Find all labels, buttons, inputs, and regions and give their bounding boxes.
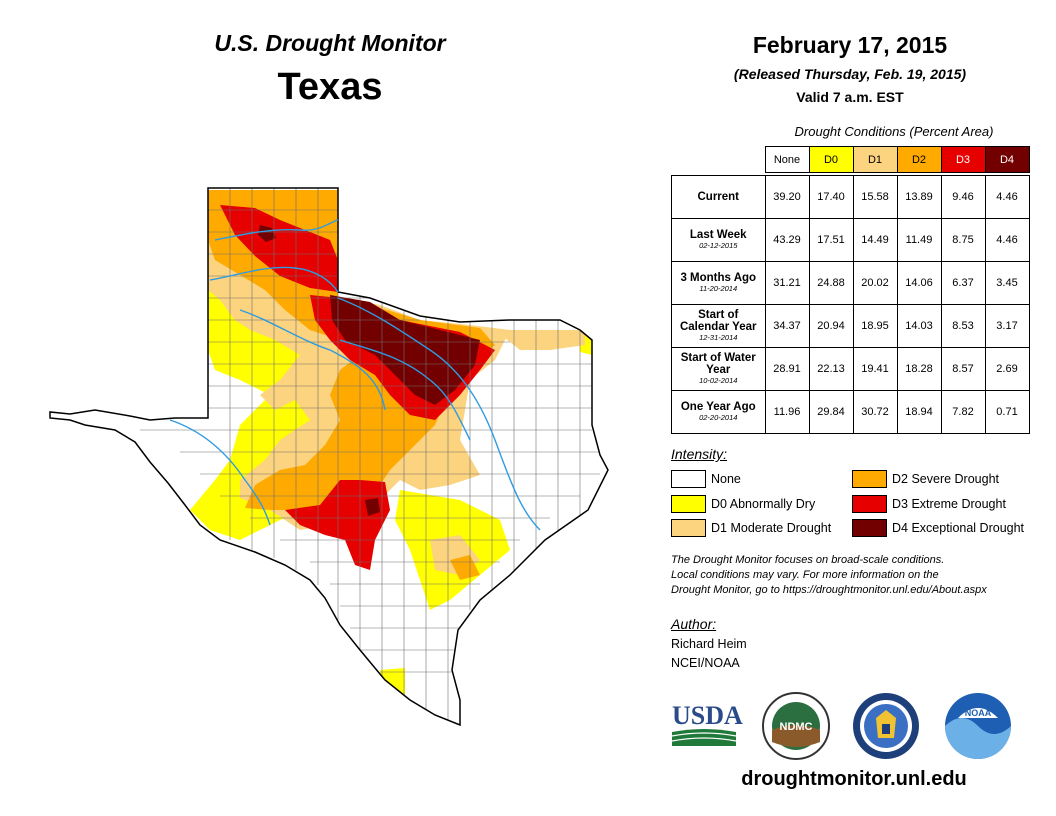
table-cell: 18.94 bbox=[896, 390, 942, 434]
ndmc-logo-text: NDMC bbox=[780, 721, 813, 733]
table-cell: 19.41 bbox=[852, 347, 898, 391]
table-cell: 7.82 bbox=[940, 390, 986, 434]
author-heading: Author: bbox=[671, 616, 717, 632]
legend-swatch bbox=[852, 470, 887, 488]
table-cell: 18.28 bbox=[896, 347, 942, 391]
table-cell: 2.69 bbox=[984, 347, 1030, 391]
note-line: Drought Monitor, go to https://droughtmo… bbox=[671, 584, 987, 596]
table-cell: 34.37 bbox=[764, 304, 810, 348]
table-cell: 17.51 bbox=[808, 218, 854, 262]
release-date: (Released Thursday, Feb. 19, 2015) bbox=[733, 66, 967, 82]
table-cell: 4.46 bbox=[984, 175, 1030, 219]
table-cell: 3.17 bbox=[984, 304, 1030, 348]
legend-title: Intensity: bbox=[671, 446, 728, 462]
valid-time: Valid 7 a.m. EST bbox=[796, 89, 904, 105]
table-cell: 14.06 bbox=[896, 261, 942, 305]
col-header-none: None bbox=[764, 146, 810, 173]
legend-swatch bbox=[671, 519, 706, 537]
note-line: The Drought Monitor focuses on broad-sca… bbox=[671, 554, 945, 566]
row-label: Start of Calendar Year 12-31-2014 bbox=[671, 304, 766, 348]
note-line: Local conditions may vary. For more info… bbox=[671, 569, 939, 581]
table-row: 3 Months Ago 11-20-2014 31.21 24.88 20.02… bbox=[671, 261, 1030, 305]
table-row: One Year Ago 02-20-2014 11.96 29.84 30.72… bbox=[671, 390, 1030, 434]
table-cell: 14.03 bbox=[896, 304, 942, 348]
table-cell: 29.84 bbox=[808, 390, 854, 434]
legend-swatch bbox=[852, 495, 887, 513]
table-cell: 31.21 bbox=[764, 261, 810, 305]
table-cell: 8.53 bbox=[940, 304, 986, 348]
table-cell: 43.29 bbox=[764, 218, 810, 262]
table-cell: 20.02 bbox=[852, 261, 898, 305]
table-cell: 6.37 bbox=[940, 261, 986, 305]
row-label: Last Week 02-12-2015 bbox=[671, 218, 766, 262]
table-cell: 3.45 bbox=[984, 261, 1030, 305]
table-corner bbox=[672, 147, 766, 173]
table-cell: 8.57 bbox=[940, 347, 986, 391]
table-cell: 8.75 bbox=[940, 218, 986, 262]
conditions-table-title: Drought Conditions (Percent Area) bbox=[794, 124, 994, 139]
row-label: Current bbox=[671, 175, 766, 219]
author-name: Richard Heim bbox=[671, 637, 747, 651]
col-header-d4: D4 bbox=[984, 146, 1030, 173]
table-row: Start of Calendar Year 12-31-2014 34.37 2… bbox=[671, 304, 1030, 348]
table-row: Last Week 02-12-2015 43.29 17.51 14.49 11… bbox=[671, 218, 1030, 262]
table-row: Start of Water Year 10-02-2014 28.91 22.1… bbox=[671, 347, 1030, 391]
col-header-d3: D3 bbox=[940, 146, 986, 173]
table-cell: 14.49 bbox=[852, 218, 898, 262]
col-header-d1: D1 bbox=[852, 146, 898, 173]
agency-logos: USDA NDMC NOAA bbox=[671, 692, 1011, 760]
noaa-logo: NOAA bbox=[945, 693, 1011, 759]
noaa-logo-text: NOAA bbox=[965, 708, 992, 718]
drought-conditions-table: None D0 D1 D2 D3 D4 Current 39.20 17.40 … bbox=[671, 146, 1030, 434]
table-cell: 39.20 bbox=[764, 175, 810, 219]
table-cell: 11.49 bbox=[896, 218, 942, 262]
table-row: Current 39.20 17.40 15.58 13.89 9.46 4.4… bbox=[671, 175, 1030, 219]
table-cell: 15.58 bbox=[852, 175, 898, 219]
row-label: One Year Ago 02-20-2014 bbox=[671, 390, 766, 434]
table-cell: 24.88 bbox=[808, 261, 854, 305]
row-label: Start of Water Year 10-02-2014 bbox=[671, 347, 766, 391]
ndmc-logo: NDMC bbox=[762, 692, 830, 760]
footer-url[interactable]: droughtmonitor.unl.edu bbox=[741, 768, 967, 790]
table-cell: 20.94 bbox=[808, 304, 854, 348]
state-title: Texas bbox=[277, 66, 383, 108]
table-cell: 22.13 bbox=[808, 347, 854, 391]
disclaimer-note: The Drought Monitor focuses on broad-sca… bbox=[671, 553, 1041, 598]
col-header-d0: D0 bbox=[808, 146, 854, 173]
table-cell: 18.95 bbox=[852, 304, 898, 348]
brand-title: U.S. Drought Monitor bbox=[214, 30, 446, 56]
row-label: 3 Months Ago 11-20-2014 bbox=[671, 261, 766, 305]
table-cell: 9.46 bbox=[940, 175, 986, 219]
table-cell: 28.91 bbox=[764, 347, 810, 391]
legend-swatch bbox=[852, 519, 887, 537]
usda-logo-text: USDA bbox=[672, 701, 743, 730]
col-header-d2: D2 bbox=[896, 146, 942, 173]
doc-seal-icon bbox=[853, 693, 919, 759]
table-cell: 13.89 bbox=[896, 175, 942, 219]
table-cell: 30.72 bbox=[852, 390, 898, 434]
texas-drought-map bbox=[49, 187, 609, 727]
map-date: February 17, 2015 bbox=[752, 32, 948, 58]
usda-logo: USDA bbox=[671, 701, 743, 746]
author-org: NCEI/NOAA bbox=[671, 656, 740, 670]
table-cell: 4.46 bbox=[984, 218, 1030, 262]
table-cell: 11.96 bbox=[764, 390, 810, 434]
table-cell: 17.40 bbox=[808, 175, 854, 219]
legend-swatch bbox=[671, 495, 706, 513]
legend-swatch bbox=[671, 470, 706, 488]
table-cell: 0.71 bbox=[984, 390, 1030, 434]
